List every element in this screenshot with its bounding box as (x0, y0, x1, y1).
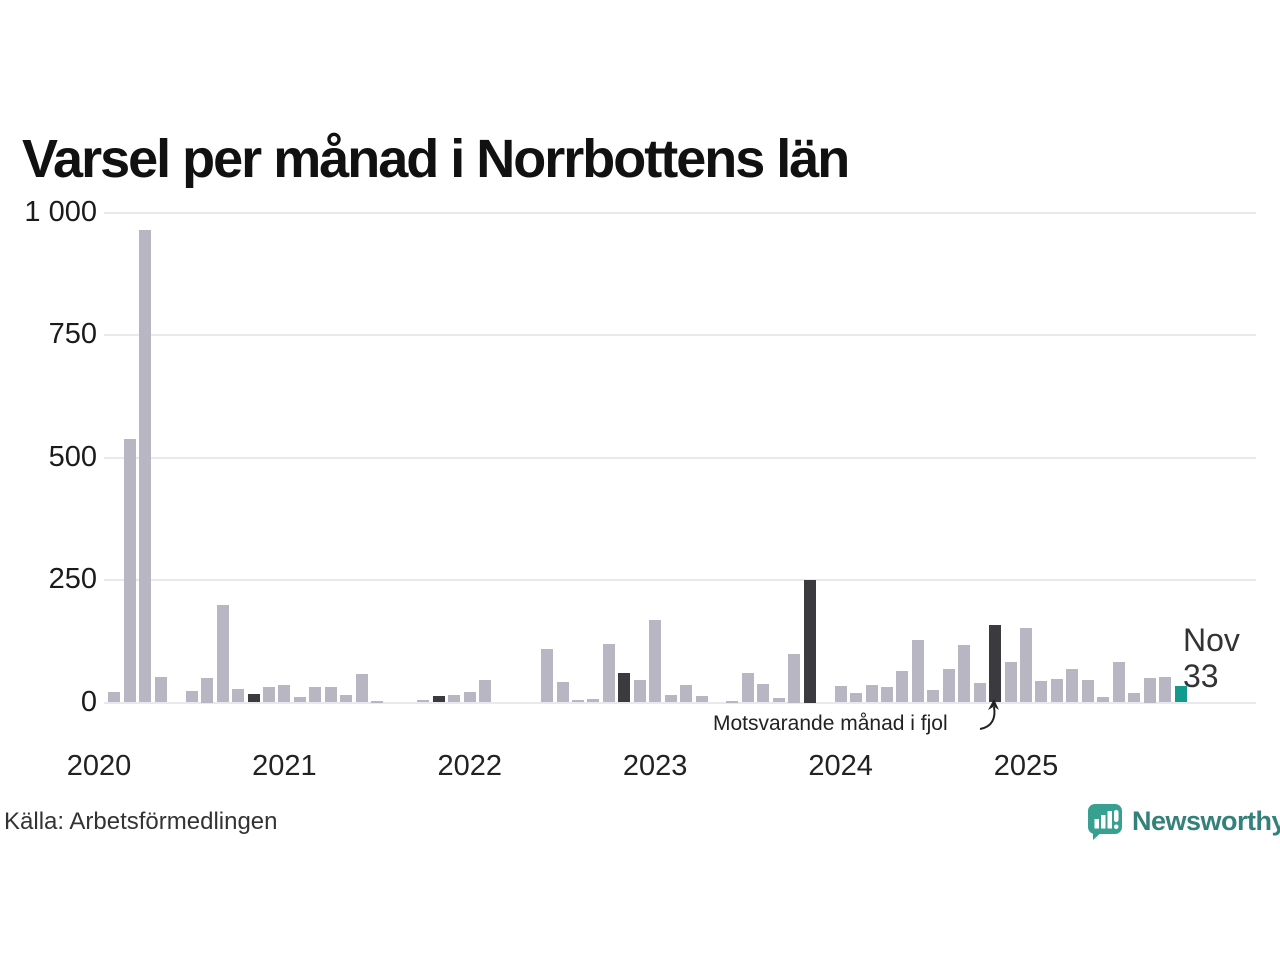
last-point-label: Nov 33 (1183, 622, 1240, 694)
bar (927, 689, 940, 703)
bar (911, 640, 924, 703)
bar (772, 697, 785, 703)
x-axis-year-label: 2022 (437, 750, 503, 782)
bar (154, 677, 167, 703)
bar (633, 679, 646, 703)
bar (278, 684, 291, 703)
bar (556, 682, 569, 703)
newsworthy-logo-icon (1088, 804, 1122, 840)
x-axis-year-label: 2025 (993, 750, 1059, 782)
bar-highlight-dark (247, 694, 260, 703)
gridline-y-1000 (104, 211, 1256, 214)
bar-highlight-dark (803, 580, 816, 703)
bar (649, 620, 662, 703)
bar (293, 696, 306, 703)
bar (602, 643, 615, 703)
bar (664, 694, 677, 703)
bar (1097, 697, 1110, 703)
bar (541, 648, 554, 703)
x-axis-year-label: 2023 (622, 750, 688, 782)
bar (201, 678, 214, 703)
bar (417, 699, 430, 703)
bar (1004, 662, 1017, 703)
bar (1159, 677, 1172, 703)
chart-title: Varsel per månad i Norrbottens län (22, 129, 850, 189)
bar-highlight-teal (1174, 686, 1187, 703)
bar (1035, 680, 1048, 703)
annotation-arrow-icon (979, 699, 999, 730)
bar (355, 674, 368, 703)
bar (340, 694, 353, 703)
bar (973, 682, 986, 703)
bar (942, 669, 955, 703)
bar (1020, 627, 1032, 703)
x-axis-year-label: 2021 (252, 750, 317, 782)
bar (680, 685, 693, 703)
bar (865, 685, 878, 703)
bar (371, 700, 384, 703)
bar (108, 692, 121, 703)
bar (958, 644, 971, 703)
bar (726, 700, 739, 703)
gridline-y-250 (104, 579, 1256, 581)
newsworthy-logo[interactable]: Newsworthy (1086, 802, 1280, 841)
bar-highlight-dark (989, 625, 1002, 703)
bar (1081, 680, 1094, 703)
bar-highlight-dark (618, 673, 631, 703)
y-axis-tick-label: 1 000 (24, 195, 97, 228)
bar (479, 680, 492, 703)
bar (448, 694, 461, 703)
gridline-y-500 (104, 456, 1256, 459)
bar (757, 683, 770, 703)
bar (1050, 678, 1063, 703)
x-axis-year-label: 2024 (808, 750, 873, 782)
source-label: Källa: Arbetsförmedlingen (4, 808, 278, 835)
last-point-value: 33 (1183, 658, 1219, 694)
bar (880, 687, 893, 703)
newsworthy-logo-text: Newsworthy (1132, 806, 1280, 836)
bar (571, 699, 584, 703)
bar (262, 687, 275, 703)
bar (695, 695, 708, 703)
bar (216, 604, 229, 703)
bar (324, 686, 337, 703)
bar (232, 689, 245, 703)
bar (1066, 668, 1079, 703)
bar (309, 687, 322, 703)
y-axis-tick-label: 250 (48, 563, 97, 595)
bar (834, 686, 847, 703)
bar (463, 692, 476, 703)
bar (185, 690, 198, 703)
bar (741, 673, 754, 703)
gridline-y-0 (104, 701, 1256, 704)
bar (850, 693, 863, 703)
bar-highlight-dark (432, 696, 445, 703)
y-axis-tick-label: 750 (48, 318, 97, 350)
x-axis-year-label: 2020 (66, 750, 132, 782)
y-axis-tick-label: 0 (80, 685, 97, 718)
bar (587, 698, 600, 703)
y-axis-tick-label: 500 (48, 440, 97, 473)
bar (788, 653, 801, 703)
bar (1128, 693, 1141, 703)
bar (1112, 661, 1125, 703)
bar (896, 670, 909, 703)
last-point-month: Nov (1183, 622, 1240, 658)
bar (1143, 678, 1156, 703)
bar (123, 438, 136, 703)
annotation-label: Motsvarande månad i fjol (713, 712, 948, 735)
bar (139, 229, 152, 703)
gridline-y-750 (104, 334, 1256, 336)
